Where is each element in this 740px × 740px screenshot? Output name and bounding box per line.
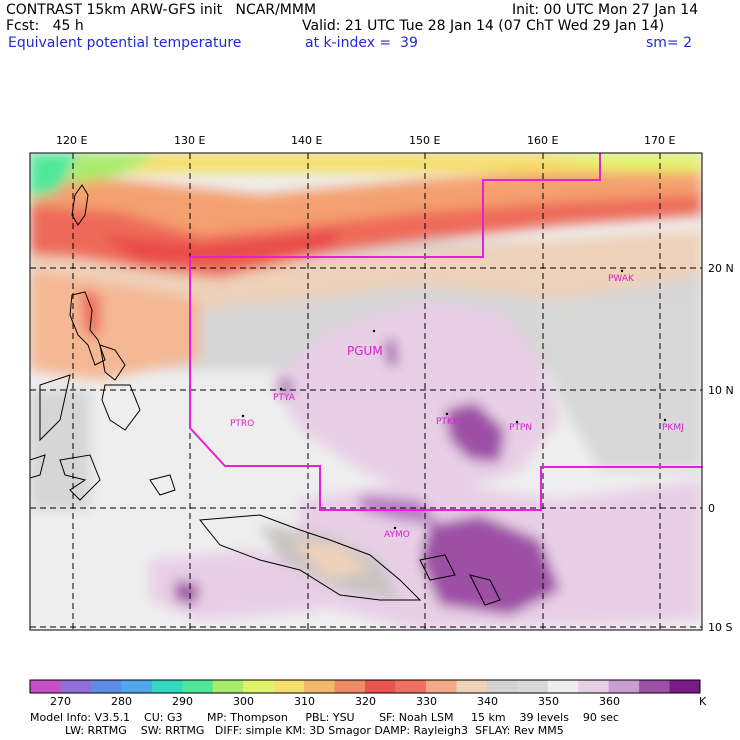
taiwan-coast: [71, 184, 89, 226]
lon-label: 170 E: [644, 134, 676, 147]
new-britain-coast: [419, 554, 456, 581]
lon-label: 130 E: [174, 134, 206, 147]
colorbar-swatch: [243, 680, 275, 693]
station-label-ptpn: PTPN: [509, 423, 533, 433]
visayas-coast: [99, 344, 126, 381]
colorbar-swatch: [639, 680, 671, 693]
field-name: Equivalent potential temperature: [8, 35, 242, 51]
lat-label: 0: [708, 502, 715, 515]
colorbar-swatch: [334, 680, 366, 693]
sulawesi-coast: [59, 454, 101, 501]
colorbar-swatch: [60, 680, 92, 693]
colorbar-swatch: [395, 680, 427, 693]
colorbar-label: 310: [294, 695, 315, 708]
colorbar-swatch: [547, 680, 579, 693]
new-guinea-coast: [199, 514, 422, 601]
colorbar-swatch: [304, 680, 336, 693]
colorbar-swatch: [151, 680, 183, 693]
borneo-coast: [39, 374, 71, 442]
colorbar-unit: K: [699, 695, 707, 708]
colorbar-swatch: [273, 680, 305, 693]
map-frame: [29, 152, 703, 631]
station-label-ptro: PTRO: [230, 419, 255, 429]
lon-label: 150 E: [409, 134, 441, 147]
colorbar-swatch: [456, 680, 488, 693]
colorbar: [29, 679, 701, 694]
header-init-time: Init: 00 UTC Mon 27 Jan 14: [512, 2, 699, 18]
colorbar-label: 330: [416, 695, 437, 708]
theta-e-field: [30, 153, 702, 630]
colorbar-swatch: [425, 680, 457, 693]
solomon-coast: [469, 574, 501, 606]
colorbar-label: 350: [538, 695, 559, 708]
colorbar-swatch: [669, 680, 701, 693]
lon-label: 140 E: [291, 134, 323, 147]
lon-label: 120 E: [56, 134, 88, 147]
lat-label: 10 S: [708, 621, 733, 634]
colorbar-label: 360: [599, 695, 620, 708]
coastlines: [30, 184, 501, 606]
colorbar-swatch: [30, 680, 61, 693]
graticule: [30, 153, 702, 630]
colorbar-swatch: [90, 680, 122, 693]
colorbar-swatch: [486, 680, 518, 693]
colorbar-frame: [29, 679, 701, 694]
colorbar-label: 300: [233, 695, 254, 708]
halmahera-coast: [149, 474, 176, 496]
model-info-line2: LW: RRTMG SW: RRTMG DIFF: simple KM: 3D …: [30, 724, 564, 737]
header-valid-time: Valid: 21 UTC Tue 28 Jan 14 (07 ChT Wed …: [302, 18, 665, 34]
luzon-coast: [69, 291, 106, 366]
colorbar-swatch: [578, 680, 610, 693]
lat-label: 20 N: [708, 262, 734, 275]
colorbar-swatch: [121, 680, 153, 693]
region-boundary: [189, 153, 702, 511]
colorbar-swatch: [212, 680, 244, 693]
west-coast-fragment: [30, 454, 46, 479]
colorbar-swatch: [182, 680, 214, 693]
colorbar-swatch: [608, 680, 640, 693]
model-info-line1: Model Info: V3.5.1 CU: G3 MP: Thompson P…: [30, 711, 619, 724]
colorbar-label: 290: [172, 695, 193, 708]
station-label-ptkk: PTKK: [436, 417, 459, 427]
station-label-pkmj: PKMJ: [662, 423, 684, 433]
station-label-pgum: PGUM: [347, 344, 383, 358]
lat-label: 10 N: [708, 384, 734, 397]
colorbar-swatch: [365, 680, 396, 693]
lon-label: 160 E: [527, 134, 559, 147]
colorbar-swatch: [517, 680, 549, 693]
station-label-pwak: PWAK: [608, 274, 634, 284]
header-title: CONTRAST 15km ARW-GFS init NCAR/MMM: [6, 2, 317, 18]
colorbar-label: 270: [50, 695, 71, 708]
mindanao-coast: [101, 384, 141, 431]
colorbar-label: 280: [111, 695, 132, 708]
colorbar-label: 320: [355, 695, 376, 708]
station-label-ptya: PTYA: [273, 393, 295, 403]
station-markers: [241, 269, 667, 530]
smoothing-label: sm= 2: [646, 35, 693, 51]
station-label-aymo: AYMO: [384, 530, 410, 540]
colorbar-label: 340: [477, 695, 498, 708]
header-forecast-hour: Fcst: 45 h: [6, 18, 84, 34]
k-index-label: at k-index = 39: [305, 35, 418, 51]
